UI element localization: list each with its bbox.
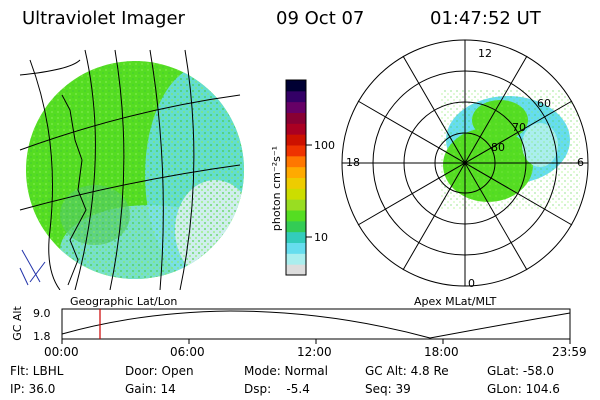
mlt-label-6: 6 <box>577 156 584 169</box>
colorbar-band <box>286 166 306 178</box>
status-glat: GLat: -58.0 <box>487 364 554 378</box>
altitude-plot <box>61 308 571 344</box>
colorbar-band <box>286 155 306 168</box>
status-filter: Flt: LBHL <box>10 364 64 378</box>
xtick-1800: 18:00 <box>424 345 459 359</box>
colorbar-band <box>286 112 306 124</box>
status-door: Door: Open <box>125 364 194 378</box>
time-label: 01:47:52 UT <box>430 8 541 29</box>
colorbar-band <box>286 210 306 222</box>
status-ip: IP: 36.0 <box>10 382 56 396</box>
status-seq: Seq: 39 <box>365 382 411 396</box>
altitude-ylabel: GC Alt <box>10 306 24 341</box>
xtick-0000: 00:00 <box>44 345 79 359</box>
colorbar-band <box>286 123 306 135</box>
status-mode: Mode: Normal <box>244 364 328 378</box>
status-dsp: Dsp: -5.4 <box>244 382 310 396</box>
mlat-label-60: 60 <box>537 97 551 110</box>
colorbar-band <box>286 199 306 211</box>
colorbar-band <box>286 253 306 265</box>
altitude-ytick-9: 9.0 <box>33 307 51 320</box>
geographic-caption: Geographic Lat/Lon <box>70 295 178 308</box>
colorbar-band <box>286 134 306 146</box>
colorbar-band <box>286 90 306 103</box>
status-gc-alt: GC Alt: 4.8 Re <box>365 364 449 378</box>
colorbar-tick-100: 100 <box>314 139 335 152</box>
colorbar-band <box>286 101 306 113</box>
colorbar-band <box>286 220 306 233</box>
colorbar-band <box>286 188 306 200</box>
colorbar-band <box>286 177 306 189</box>
xtick-2359: 23:59 <box>552 345 587 359</box>
colorbar-band <box>286 264 306 276</box>
status-gain: Gain: 14 <box>125 382 176 396</box>
colorbar-band <box>286 145 306 157</box>
xtick-1200: 12:00 <box>297 345 332 359</box>
polar-map <box>341 39 589 287</box>
colorbar-tick-10: 10 <box>314 231 328 244</box>
colorbar <box>285 79 312 276</box>
xtick-0600: 06:00 <box>170 345 205 359</box>
instrument-title: Ultraviolet Imager <box>22 8 185 29</box>
mlt-label-0: 0 <box>468 277 475 290</box>
apex-caption: Apex MLat/MLT <box>414 295 497 308</box>
geographic-map <box>19 49 244 290</box>
colorbar-band <box>286 242 306 254</box>
mlt-label-18: 18 <box>346 156 360 169</box>
altitude-ytick-1-8: 1.8 <box>33 330 51 343</box>
mlat-label-70: 70 <box>512 121 526 134</box>
mlt-label-12: 12 <box>478 47 492 60</box>
colorbar-band <box>286 80 306 92</box>
colorbar-unit-label: photon cm⁻²s⁻¹ <box>270 145 284 232</box>
mlat-label-80: 80 <box>491 141 505 154</box>
date-label: 09 Oct 07 <box>276 8 365 29</box>
status-glon: GLon: 104.6 <box>487 382 560 396</box>
colorbar-band <box>286 231 306 243</box>
